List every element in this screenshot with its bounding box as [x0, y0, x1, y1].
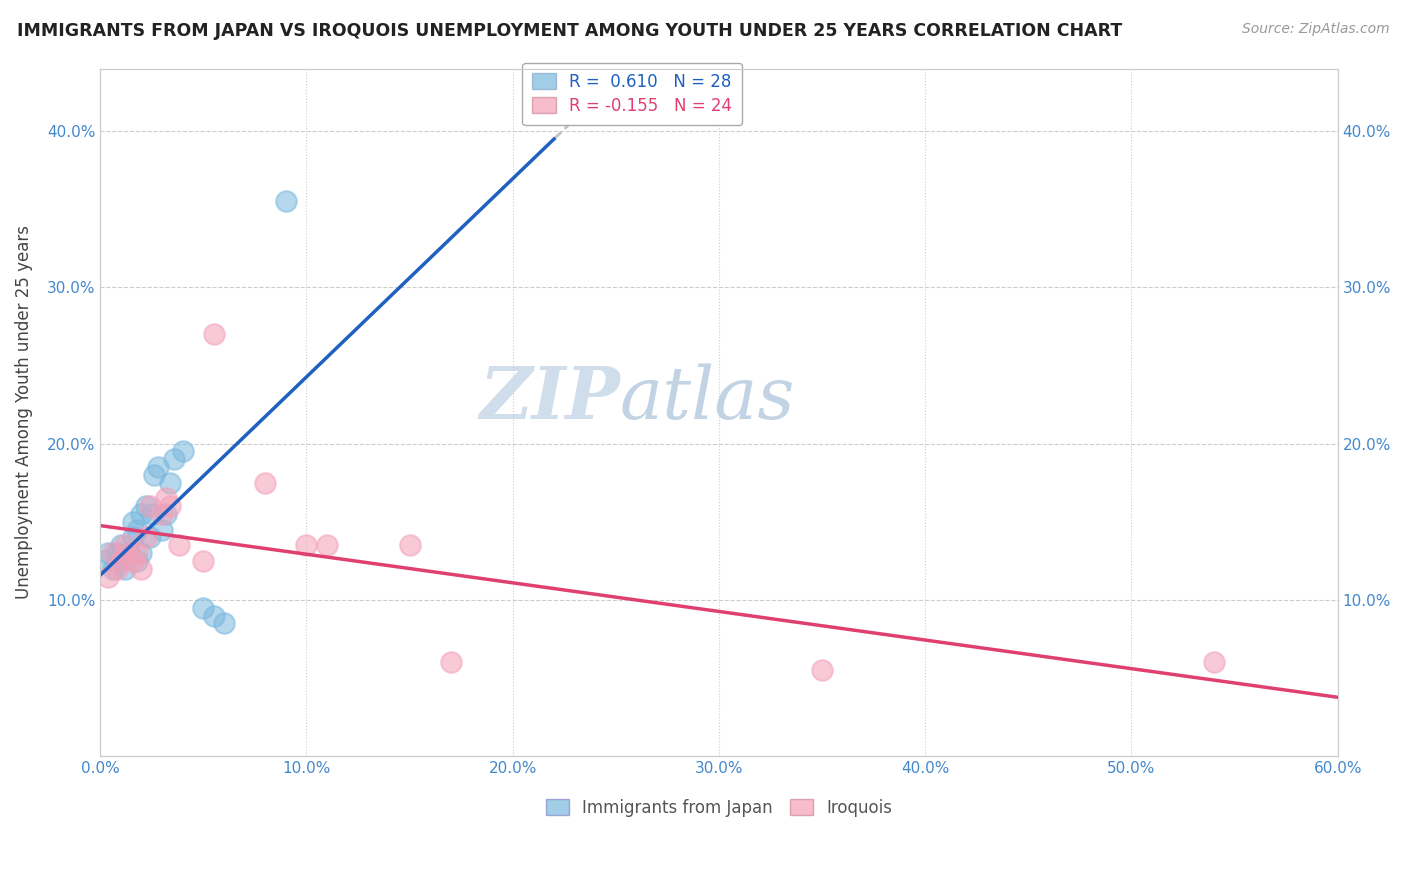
Point — [193, 554, 215, 568]
Point — [118, 546, 141, 560]
Point — [202, 608, 225, 623]
Point — [141, 507, 163, 521]
Point — [131, 562, 153, 576]
Point — [398, 538, 420, 552]
Point — [118, 546, 141, 560]
Point — [93, 554, 115, 568]
Text: Source: ZipAtlas.com: Source: ZipAtlas.com — [1241, 22, 1389, 37]
Point — [274, 194, 297, 209]
Point — [114, 562, 136, 576]
Point — [163, 452, 186, 467]
Point — [139, 531, 162, 545]
Point — [122, 554, 145, 568]
Point — [202, 327, 225, 342]
Point — [105, 546, 128, 560]
Point — [159, 499, 181, 513]
Point — [155, 491, 177, 506]
Point — [167, 538, 190, 552]
Point — [135, 499, 157, 513]
Point — [316, 538, 339, 552]
Point — [114, 538, 136, 552]
Point — [254, 475, 277, 490]
Y-axis label: Unemployment Among Youth under 25 years: Unemployment Among Youth under 25 years — [15, 226, 32, 599]
Point — [122, 531, 145, 545]
Point — [110, 554, 132, 568]
Point — [110, 554, 132, 568]
Point — [1202, 656, 1225, 670]
Point — [212, 616, 235, 631]
Point — [101, 546, 124, 560]
Point — [811, 663, 834, 677]
Point — [295, 538, 318, 552]
Text: atlas: atlas — [620, 363, 796, 434]
Point — [155, 507, 177, 521]
Point — [110, 538, 132, 552]
Point — [131, 507, 153, 521]
Point — [142, 467, 165, 482]
Text: IMMIGRANTS FROM JAPAN VS IROQUOIS UNEMPLOYMENT AMONG YOUTH UNDER 25 YEARS CORREL: IMMIGRANTS FROM JAPAN VS IROQUOIS UNEMPL… — [17, 22, 1122, 40]
Point — [135, 531, 157, 545]
Point — [146, 460, 169, 475]
Point — [150, 523, 173, 537]
Point — [127, 554, 149, 568]
Text: ZIP: ZIP — [479, 363, 620, 434]
Legend: Immigrants from Japan, Iroquois: Immigrants from Japan, Iroquois — [538, 792, 898, 823]
Point — [97, 569, 120, 583]
Point — [150, 507, 173, 521]
Point — [159, 475, 181, 490]
Point — [440, 656, 463, 670]
Point — [122, 515, 145, 529]
Point — [127, 546, 149, 560]
Point — [127, 523, 149, 537]
Point — [193, 600, 215, 615]
Point — [139, 499, 162, 513]
Point — [105, 562, 128, 576]
Point — [101, 562, 124, 576]
Point — [97, 546, 120, 560]
Point — [131, 546, 153, 560]
Point — [172, 444, 194, 458]
